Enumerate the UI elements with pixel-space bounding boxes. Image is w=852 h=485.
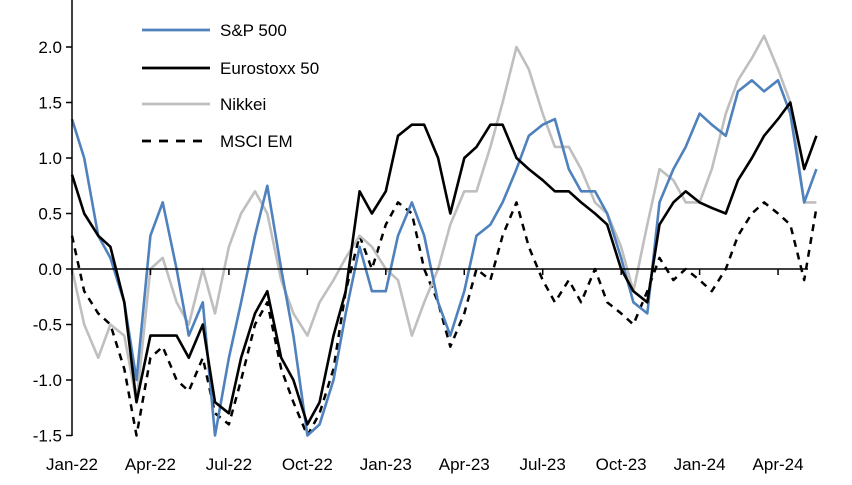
x-tick-label: Apr-24 <box>753 455 804 474</box>
y-tick-label: 0.0 <box>38 260 62 279</box>
y-tick-label: 1.5 <box>38 94 62 113</box>
x-tick-label: Jan-23 <box>360 455 412 474</box>
series-line-nikkei <box>70 34 817 404</box>
y-tick-label: 2.0 <box>38 38 62 57</box>
x-tick-label: Oct-23 <box>596 455 647 474</box>
x-tick-label: Jul-22 <box>206 455 252 474</box>
legend-item: Eurostoxx 50 <box>142 59 319 78</box>
x-tick-label: Jan-22 <box>46 455 98 474</box>
legend-item: MSCI EM <box>142 132 293 151</box>
series-line-eurostoxx-50 <box>70 101 818 426</box>
y-tick-label: 1.0 <box>38 149 62 168</box>
series-line-s-p-500 <box>70 79 818 437</box>
x-tick-label: Oct-22 <box>282 455 333 474</box>
legend-item: Nikkei <box>142 95 266 114</box>
y-tick-label: -1.5 <box>33 427 62 446</box>
legend-item: S&P 500 <box>142 21 287 40</box>
y-tick-label: -0.5 <box>33 316 62 335</box>
x-tick-label: Jan-24 <box>674 455 726 474</box>
legend-label: MSCI EM <box>220 132 293 151</box>
series-lines <box>70 34 818 437</box>
legend: S&P 500 Eurostoxx 50 Nikkei MSCI EM <box>142 21 319 151</box>
y-axis: 2.0 1.5 1.0 0.5 0.0 -0.5 -1.0 -1.5 <box>33 38 72 446</box>
legend-label: S&P 500 <box>220 21 287 40</box>
x-tick-label: Apr-22 <box>125 455 176 474</box>
x-tick-label: Jul-23 <box>520 455 566 474</box>
x-tick-label: Apr-23 <box>439 455 490 474</box>
x-axis: Jan-22 Apr-22 Jul-22 Oct-22 Jan-23 Apr-23 Jul-… <box>46 269 804 474</box>
y-tick-label: -1.0 <box>33 371 62 390</box>
series-line-msci-em <box>70 201 818 437</box>
legend-label: Eurostoxx 50 <box>220 59 319 78</box>
y-tick-label: 0.5 <box>38 205 62 224</box>
legend-label: Nikkei <box>220 95 266 114</box>
